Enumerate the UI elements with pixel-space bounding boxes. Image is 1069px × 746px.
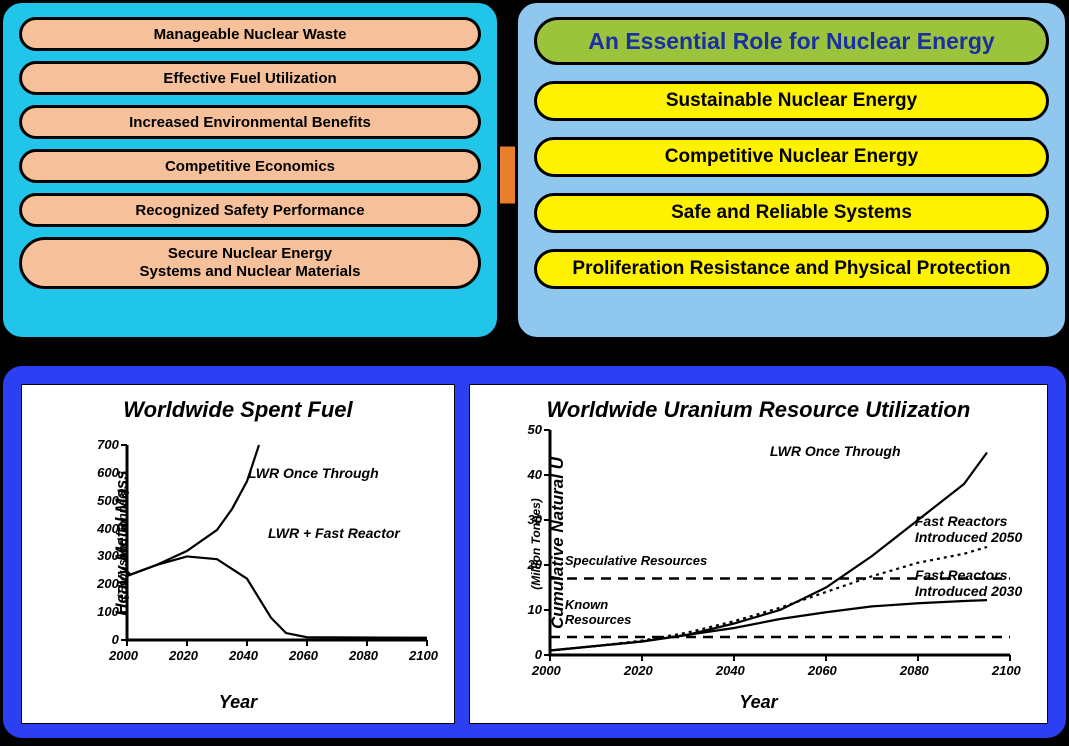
xtick-label: 2020 <box>169 648 198 663</box>
y-axis-sublabel: (Million Tonnes) <box>529 498 543 590</box>
right-pill-1: Competitive Nuclear Energy <box>534 137 1049 177</box>
bottom-charts-panel: Worldwide Spent Fuel 2000 2020 2040 2060 2080… <box>0 363 1069 741</box>
top-row: Manageable Nuclear Waste Effective Fuel U… <box>0 0 1069 340</box>
xtick-label: 2060 <box>289 648 318 663</box>
ytick-label: 10 <box>528 602 542 617</box>
xtick-label: 2100 <box>409 648 438 663</box>
ytick-label: 0 <box>112 632 119 647</box>
chart-title: Worldwide Uranium Resource Utilization <box>470 385 1047 423</box>
left-pill-0: Manageable Nuclear Waste <box>19 17 481 51</box>
left-pill-4: Recognized Safety Performance <box>19 193 481 227</box>
xtick-label: 2060 <box>808 663 837 678</box>
y-axis-sublabel: (Thousand Tonnes) <box>115 488 129 599</box>
xtick-label: 2040 <box>716 663 745 678</box>
left-pill-1: Effective Fuel Utilization <box>19 61 481 95</box>
left-pill-5: Secure Nuclear EnergySystems and Nuclear… <box>19 237 481 289</box>
xtick-label: 2100 <box>992 663 1021 678</box>
right-title-pill: An Essential Role for Nuclear Energy <box>534 17 1049 65</box>
y-axis-label: Cumulative Natural U <box>548 457 568 629</box>
left-pill-2: Increased Environmental Benefits <box>19 105 481 139</box>
left-pill-3: Competitive Economics <box>19 149 481 183</box>
xtick-label: 2080 <box>349 648 378 663</box>
right-panel: An Essential Role for Nuclear Energy Sust… <box>515 0 1068 340</box>
right-pill-0: Sustainable Nuclear Energy <box>534 81 1049 121</box>
plot-area <box>127 445 427 640</box>
xtick-label: 2000 <box>532 663 561 678</box>
xtick-label: 2020 <box>624 663 653 678</box>
ytick-label: 40 <box>528 467 542 482</box>
ytick-label: 700 <box>97 437 119 452</box>
right-pill-2: Safe and Reliable Systems <box>534 193 1049 233</box>
left-panel: Manageable Nuclear Waste Effective Fuel U… <box>0 0 500 340</box>
xtick-label: 2000 <box>109 648 138 663</box>
ytick-label: 50 <box>528 422 542 437</box>
plot-area <box>550 430 1010 655</box>
x-axis-label: Year <box>470 692 1047 713</box>
right-pill-3: Proliferation Resistance and Physical Pr… <box>534 249 1049 289</box>
xtick-label: 2080 <box>900 663 929 678</box>
chart-spent-fuel: Worldwide Spent Fuel 2000 2020 2040 2060 2080… <box>21 384 455 724</box>
xtick-label: 2040 <box>229 648 258 663</box>
chart-uranium-utilization: Worldwide Uranium Resource Utilization 20… <box>469 384 1048 724</box>
ytick-label: 0 <box>535 647 542 662</box>
x-axis-label: Year <box>22 692 454 713</box>
chart-title: Worldwide Spent Fuel <box>22 385 454 423</box>
